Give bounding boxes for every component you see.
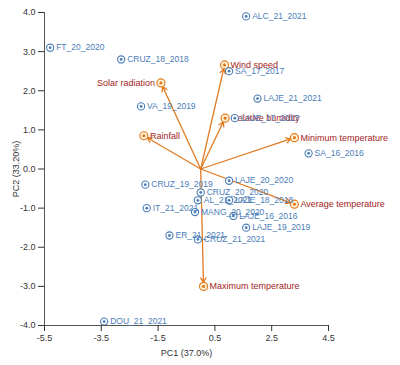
svg-text:CRUZ_21_2021: CRUZ_21_2021 <box>203 234 266 245</box>
svg-text:CRUZ_20_2020: CRUZ_20_2020 <box>206 187 269 198</box>
svg-text:Maximum temperature: Maximum temperature <box>210 281 300 291</box>
svg-text:Minimum temperature: Minimum temperature <box>300 133 388 143</box>
svg-text:4.5: 4.5 <box>322 333 335 343</box>
svg-text:CRUZ_18_2018: CRUZ_18_2018 <box>127 54 189 64</box>
svg-text:2.5: 2.5 <box>265 333 278 343</box>
svg-text:LAJE_19_2019: LAJE_19_2019 <box>252 222 310 232</box>
svg-text:2.0: 2.0 <box>23 86 36 96</box>
svg-text:PC2 (33.20%): PC2 (33.20%) <box>11 141 21 198</box>
svg-text:LAJE_20_2020: LAJE_20_2020 <box>235 175 293 185</box>
svg-text:0.5: 0.5 <box>209 333 222 343</box>
svg-text:-1.0: -1.0 <box>20 203 36 213</box>
svg-text:AL_21_2021: AL_21_2021 <box>203 195 253 205</box>
svg-text:PC1 (37.0%): PC1 (37.0%) <box>161 348 213 358</box>
svg-text:LAJE_21_2021: LAJE_21_2021 <box>264 93 322 103</box>
svg-text:DOU_21_2021: DOU_21_2021 <box>110 316 167 326</box>
svg-text:-2.0: -2.0 <box>20 242 36 252</box>
svg-text:LAJE_17_2017: LAJE_17_2017 <box>241 113 299 123</box>
svg-text:ALC_21_2021: ALC_21_2021 <box>252 11 307 21</box>
svg-text:-1.5: -1.5 <box>150 333 166 343</box>
svg-text:Wind speed: Wind speed <box>230 59 279 70</box>
svg-text:-5.5: -5.5 <box>37 333 53 343</box>
svg-text:4.0: 4.0 <box>23 7 36 17</box>
svg-text:0.0: 0.0 <box>23 164 36 174</box>
svg-text:1.0: 1.0 <box>23 125 36 135</box>
svg-text:ER_21_2021: ER_21_2021 <box>175 230 225 240</box>
svg-text:VA_19_2019: VA_19_2019 <box>147 101 196 111</box>
svg-text:Average temperature: Average temperature <box>300 199 384 209</box>
svg-text:SA_16_2016: SA_16_2016 <box>315 148 364 158</box>
svg-text:IT_21_2021: IT_21_2021 <box>153 203 199 213</box>
svg-text:LAJE_16_2016: LAJE_16_2016 <box>239 211 297 221</box>
svg-text:Relative humidity: Relative humidity <box>231 113 300 123</box>
svg-text:Rainfall: Rainfall <box>150 131 180 141</box>
svg-text:3.0: 3.0 <box>23 47 36 57</box>
svg-text:SA_17_2017: SA_17_2017 <box>235 66 284 76</box>
svg-text:CRUZ_19_2019: CRUZ_19_2019 <box>151 179 213 189</box>
svg-text:-3.5: -3.5 <box>94 333 110 343</box>
svg-text:LAJE_18_2018: LAJE_18_2018 <box>235 195 293 205</box>
svg-text:FT_20_2020: FT_20_2020 <box>56 42 104 52</box>
svg-text:MANG_20_2020: MANG_20_2020 <box>201 206 265 217</box>
svg-text:-4.0: -4.0 <box>20 320 36 330</box>
svg-text:Solar radiation: Solar radiation <box>97 78 155 88</box>
svg-text:-3.0: -3.0 <box>20 281 36 291</box>
